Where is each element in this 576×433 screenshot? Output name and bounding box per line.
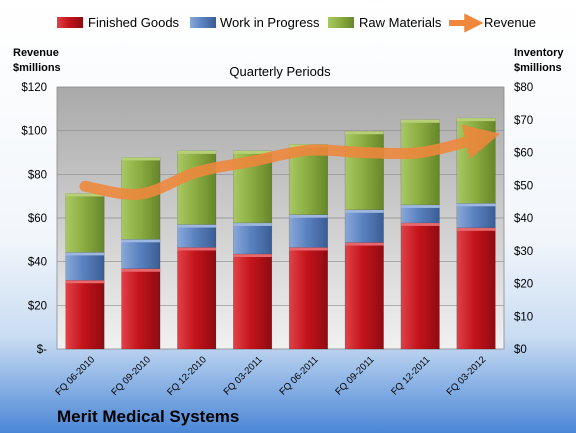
work-in-progress-bar-top: [456, 203, 496, 207]
x-category-label: FQ 06-2011: [277, 354, 320, 397]
finished-goods-bar: [288, 247, 328, 350]
x-category-label: FQ 03-2012: [445, 354, 489, 398]
left-axis-ticks: $- $20 $40 $60 $80 $100 $120: [21, 82, 47, 356]
work-in-progress-bar: [344, 209, 384, 243]
left-tick-label: $100: [21, 126, 47, 138]
legend-label-revenue: Revenue: [484, 15, 536, 30]
work-in-progress-bar: [121, 239, 161, 270]
work-in-progress-bar-top: [345, 209, 384, 213]
raw-materials-bar: [344, 130, 384, 211]
right-axis-ticks: $0 $10 $20 $30 $40 $50 $60 $70 $80: [514, 82, 533, 356]
right-tick-label: $80: [514, 82, 533, 94]
raw-materials-bar: [177, 150, 217, 225]
legend-item-finished-goods: Finished Goods: [57, 15, 180, 30]
left-tick-label: $-: [37, 344, 47, 356]
finished-goods-bar-top: [233, 254, 272, 258]
finished-goods-bar: [65, 279, 105, 350]
chart-title: Quarterly Periods: [229, 64, 331, 79]
legend-item-raw-materials: Raw Materials: [328, 15, 442, 30]
raw-materials-bar-top: [345, 131, 384, 135]
right-tick-label: $20: [514, 279, 533, 291]
x-category-label: FQ 12-2010: [165, 354, 209, 398]
left-tick-label: $120: [21, 82, 47, 94]
finished-goods-bar-top: [400, 222, 440, 226]
raw-materials-bar-top: [233, 150, 272, 154]
finished-goods-bar-top: [289, 247, 328, 251]
legend-label-raw-materials: Raw Materials: [359, 15, 442, 30]
right-tick-label: $50: [514, 180, 533, 192]
right-tick-label: $10: [514, 311, 533, 323]
left-tick-label: $20: [28, 300, 47, 312]
raw-materials-bar: [400, 119, 440, 206]
legend-item-revenue: Revenue: [449, 13, 536, 33]
x-category-label: FQ 09-2010: [109, 354, 153, 398]
raw-materials-bar: [65, 193, 105, 253]
raw-materials-bar-top: [400, 119, 440, 123]
legend-swatch-finished-goods: [57, 17, 83, 28]
work-in-progress-bar-top: [233, 222, 272, 226]
x-category-label: FQ 03-2011: [222, 354, 265, 397]
right-axis-title: Inventory $millions: [514, 47, 564, 74]
finished-goods-bar-top: [345, 242, 384, 246]
raw-materials-bar-top: [177, 150, 216, 154]
work-in-progress-bar-top: [289, 214, 328, 218]
x-category-label: FQ 09-2011: [333, 354, 376, 397]
finished-goods-bar: [177, 247, 217, 350]
finished-goods-bar-top: [177, 247, 216, 251]
finished-goods-bar-top: [65, 280, 105, 284]
legend-label-work-in-progress: Work in Progress: [220, 15, 320, 30]
right-tick-label: $60: [514, 148, 533, 160]
right-tick-label: $30: [514, 246, 533, 258]
x-category-label: FQ 06-2010: [53, 354, 97, 398]
work-in-progress-bar: [288, 214, 328, 248]
work-in-progress-bar-top: [121, 239, 161, 243]
work-in-progress-bar: [456, 203, 496, 229]
finished-goods-bar: [121, 268, 161, 350]
right-tick-label: $70: [514, 115, 533, 127]
legend-label-finished-goods: Finished Goods: [88, 15, 180, 30]
work-in-progress-bar: [233, 222, 273, 255]
raw-materials-bar-top: [65, 193, 105, 197]
finished-goods-bar: [400, 222, 440, 350]
finished-goods-bar: [233, 253, 273, 350]
finished-goods-bar: [456, 227, 496, 350]
work-in-progress-bar-top: [65, 252, 105, 256]
work-in-progress-bar-top: [400, 204, 440, 208]
work-in-progress-bar: [177, 224, 217, 248]
left-tick-label: $60: [28, 213, 47, 225]
finished-goods-bar-top: [121, 268, 161, 272]
finished-goods-bar: [344, 242, 384, 350]
work-in-progress-bar-top: [177, 224, 216, 228]
x-category-label: FQ 12-2011: [389, 354, 432, 397]
company-name: Merit Medical Systems: [57, 407, 239, 426]
left-axis-title: Revenue $millions: [13, 47, 61, 74]
raw-materials-bar-top: [456, 118, 496, 122]
finished-goods-bar-top: [456, 227, 496, 231]
right-tick-label: $0: [514, 344, 527, 356]
raw-materials-bar-top: [121, 157, 161, 161]
left-tick-label: $40: [28, 257, 47, 269]
revenue-line-path: [79, 124, 501, 200]
right-tick-label: $40: [514, 213, 533, 225]
raw-materials-bar: [456, 117, 496, 204]
legend-swatch-raw-materials: [328, 17, 354, 28]
legend-swatch-work-in-progress: [190, 17, 216, 28]
legend-item-work-in-progress: Work in Progress: [190, 15, 320, 30]
x-axis-categories: FQ 06-2010 FQ 09-2010 FQ 12-2010 FQ 03-2011…: [53, 354, 488, 398]
legend: Finished Goods Work in Progress Raw Mate…: [57, 13, 536, 33]
left-tick-label: $80: [28, 169, 47, 181]
work-in-progress-bar: [65, 252, 105, 281]
revenue-line: [79, 124, 501, 200]
